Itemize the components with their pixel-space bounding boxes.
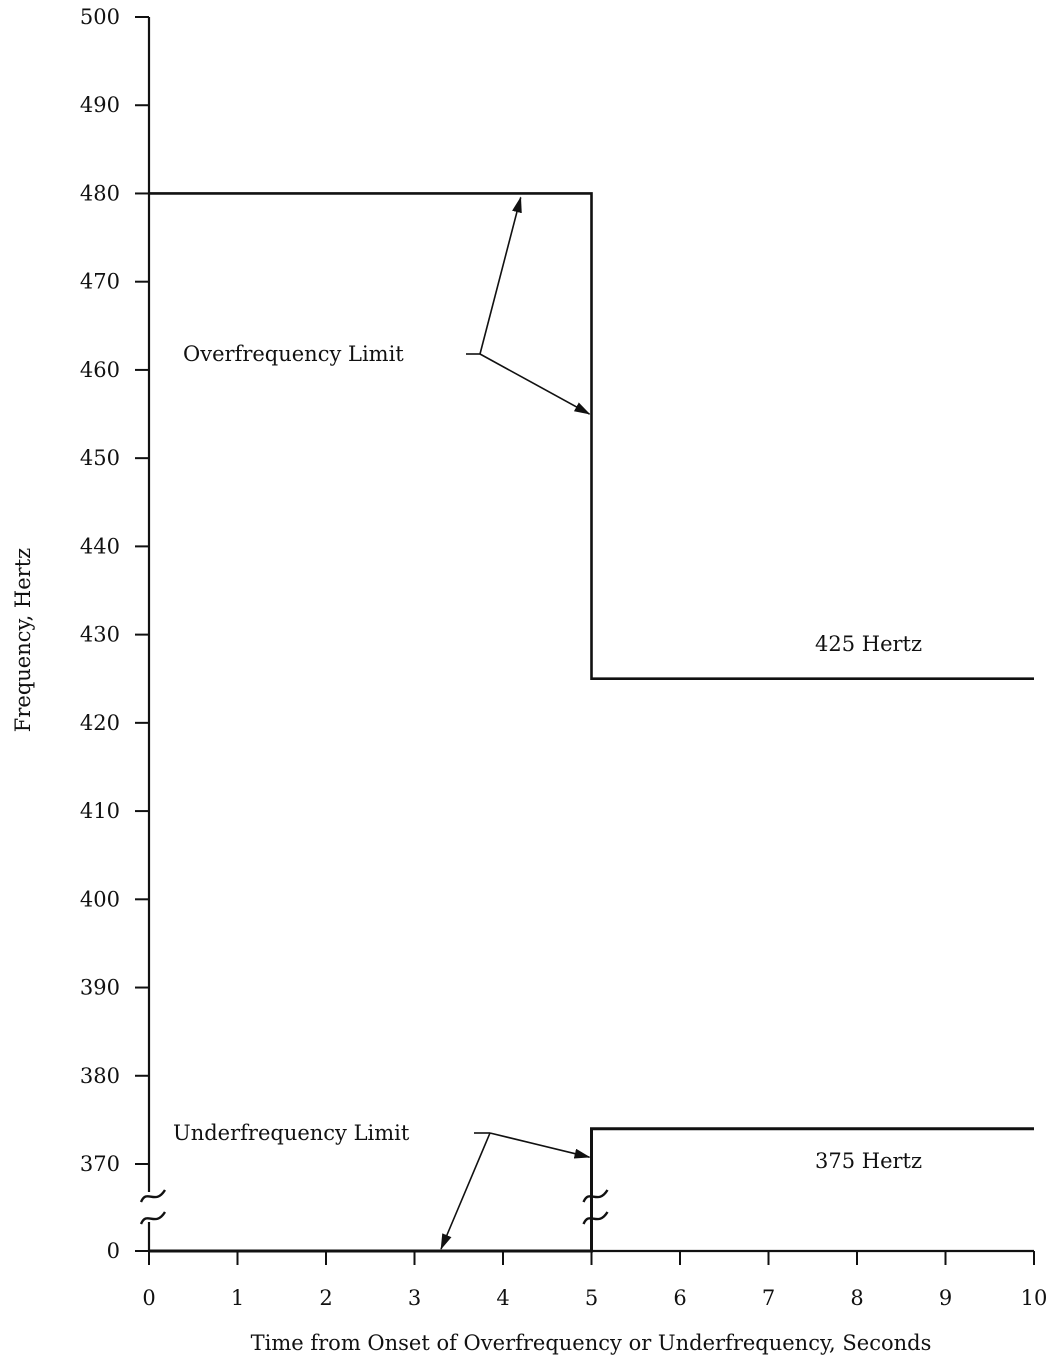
x-tick-label: 5 — [585, 1286, 598, 1310]
axis-break-symbol — [582, 1189, 609, 1203]
underfrequency-limit-label: Underfrequency Limit — [173, 1121, 410, 1145]
overfrequency-limit-line — [149, 192, 1034, 681]
annotation-arrow — [489, 1132, 591, 1159]
x-tick-label: 4 — [496, 1286, 509, 1310]
value-label-425: 425 Hertz — [815, 632, 922, 656]
annotation-arrow — [479, 353, 591, 415]
axis-break-symbol — [139, 1211, 167, 1225]
y-tick-label: 400 — [80, 887, 120, 911]
y-tick-label: 480 — [80, 181, 120, 205]
x-tick-label: 7 — [762, 1286, 775, 1310]
x-tick-label: 1 — [231, 1286, 244, 1310]
y-tick-label: 440 — [80, 534, 120, 558]
y-tick-label: 450 — [80, 446, 120, 470]
y-axis-title: Frequency, Hertz — [11, 548, 35, 732]
y-tick-label: 500 — [80, 5, 120, 29]
x-tick-label: 10 — [1021, 1286, 1048, 1310]
underfrequency-limit-line — [149, 1127, 1034, 1253]
x-tick-label: 9 — [939, 1286, 952, 1310]
y-tick-label: 390 — [80, 976, 120, 1000]
axis-break-symbol — [582, 1211, 609, 1225]
x-tick-label: 8 — [850, 1286, 863, 1310]
y-tick-label: 0 — [107, 1239, 120, 1263]
y-tick-label: 380 — [80, 1064, 120, 1088]
x-tick-label: 2 — [319, 1286, 332, 1310]
x-tick-label: 0 — [142, 1286, 155, 1310]
x-axis-title: Time from Onset of Overfrequency or Unde… — [251, 1331, 932, 1355]
axis-break-symbol — [139, 1189, 167, 1203]
annotation-arrow — [440, 1132, 491, 1250]
y-tick-label: 370 — [80, 1152, 120, 1176]
annotation-arrow — [479, 196, 522, 355]
axes: 0370380390400410420430440450460470480490… — [11, 5, 1047, 1355]
y-tick-label: 420 — [80, 711, 120, 735]
y-tick-label: 490 — [80, 93, 120, 117]
y-tick-label: 410 — [80, 799, 120, 823]
overfrequency-limit-label: Overfrequency Limit — [183, 342, 404, 366]
series-group — [149, 192, 1034, 1253]
y-tick-label: 460 — [80, 358, 120, 382]
x-tick-label: 6 — [673, 1286, 686, 1310]
annotations-group: Overfrequency Limit Underfrequency Limit 4… — [173, 196, 922, 1250]
y-tick-label: 470 — [80, 270, 120, 294]
x-tick-label: 3 — [408, 1286, 421, 1310]
y-tick-label: 430 — [80, 623, 120, 647]
value-label-375: 375 Hertz — [815, 1149, 922, 1173]
